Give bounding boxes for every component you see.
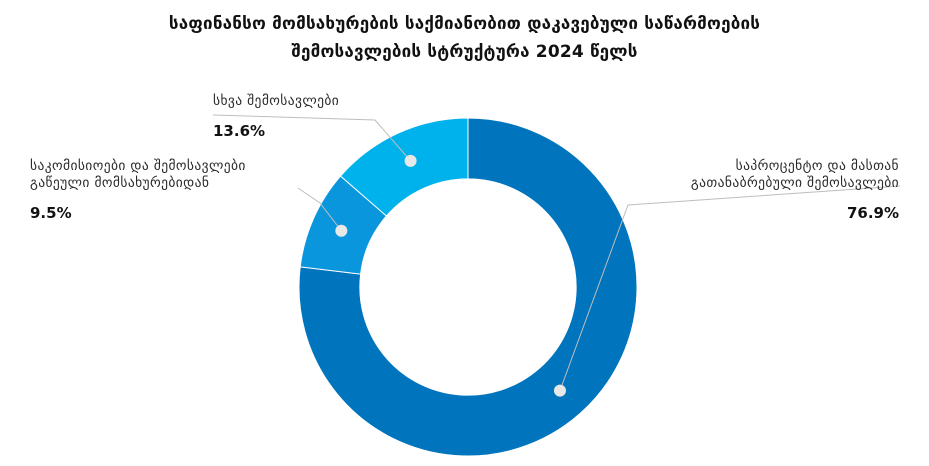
value-label-interest-income: 76.9%: [846, 204, 899, 222]
chart-title-line-2: შემოსავლების სტრუქტურა 2024 წელს: [291, 42, 638, 62]
label-other-income-line-1: სხვა შემოსავლები: [213, 93, 340, 109]
leader-line-other-income: [212, 114, 411, 162]
label-interest-income: საპროცენტო და მასთან გათანაბრებული შემოს…: [691, 158, 899, 192]
label-other-income: სხვა შემოსავლები: [213, 93, 339, 110]
marker-dot-other-income: [404, 154, 417, 167]
label-commission-income-line-2: გაწეული მომსახურებიდან: [30, 175, 210, 191]
value-label-commission-income: 9.5%: [30, 204, 72, 222]
chart-title-line-1: საფინანსო მომსახურების საქმიანობით დაკავ…: [168, 14, 761, 34]
leader-line-interest-income: [559, 185, 901, 391]
marker-dot-interest-income: [553, 384, 566, 397]
chart-title: საფინანსო მომსახურების საქმიანობით დაკავ…: [0, 10, 929, 66]
slice-interest-income: [298, 117, 638, 457]
label-interest-income-line-2: გათანაბრებული შემოსავლები: [690, 175, 899, 191]
label-interest-income-line-1: საპროცენტო და მასთან: [735, 158, 899, 174]
marker-dot-commission-income: [335, 224, 348, 237]
value-label-other-income: 13.6%: [213, 122, 266, 140]
leader-line-commission-income: [297, 187, 342, 232]
slice-other-income: [339, 117, 469, 217]
label-commission-income-line-1: საკომისიოები და შემოსავლები: [30, 158, 246, 174]
label-commission-income: საკომისიოები და შემოსავლები გაწეული მომს…: [30, 158, 246, 192]
